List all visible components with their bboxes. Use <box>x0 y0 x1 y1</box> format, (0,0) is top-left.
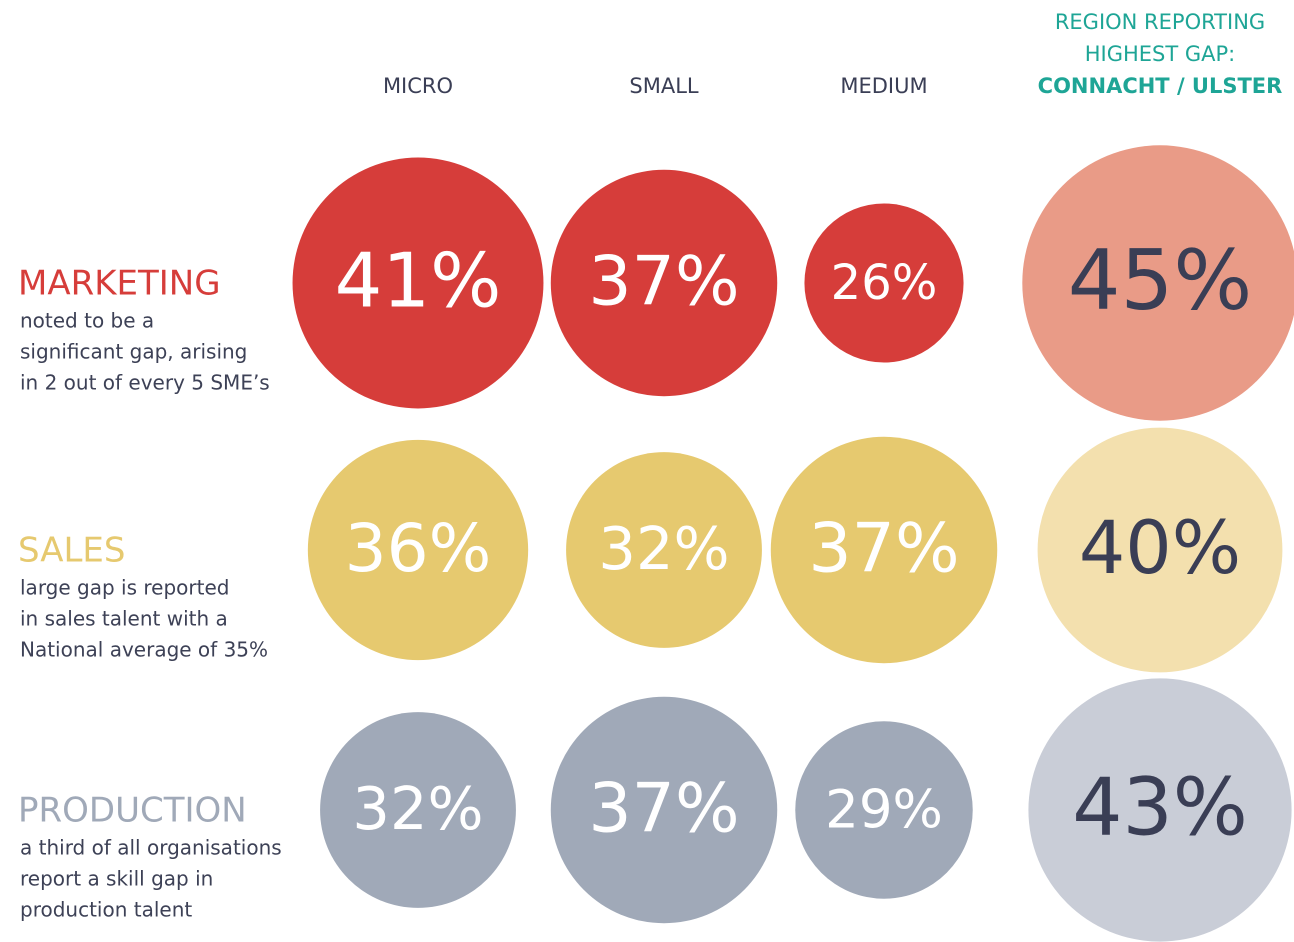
row-name: SALES <box>18 531 125 571</box>
row-description: report a skill gap in <box>20 867 213 891</box>
region-heading: REGION REPORTING <box>1055 10 1265 34</box>
row-description: in sales talent with a <box>20 607 228 631</box>
bubble <box>320 712 516 908</box>
row-name: PRODUCTION <box>18 791 247 831</box>
region-name: CONNACHT / ULSTER <box>1038 74 1283 98</box>
bubble-label: 37% <box>588 243 739 322</box>
bubble <box>550 169 778 397</box>
bubble-label: 43% <box>1072 761 1248 853</box>
column-header: MICRO <box>383 74 453 98</box>
bubble-label: 40% <box>1079 506 1241 591</box>
row-name: MARKETING <box>18 264 221 304</box>
bubble-label: 45% <box>1068 232 1252 329</box>
bubble-label: 32% <box>598 514 729 583</box>
bubble <box>550 696 778 924</box>
row-description: large gap is reported <box>20 576 229 600</box>
bubble <box>795 721 973 899</box>
bubble <box>1022 145 1294 421</box>
region-heading: HIGHEST GAP: <box>1085 42 1236 66</box>
column-header: MEDIUM <box>840 74 927 98</box>
row-description: a third of all organisations <box>20 836 282 860</box>
bubble-label: 32% <box>352 774 483 843</box>
bubble <box>804 203 964 363</box>
bubble <box>307 439 529 661</box>
row-description: noted to be a <box>20 309 154 333</box>
column-header: SMALL <box>629 74 699 98</box>
bubble <box>292 157 544 409</box>
bubble <box>566 452 762 648</box>
bubble-label: 26% <box>831 255 938 311</box>
bubble <box>1028 678 1292 942</box>
bubble <box>770 436 998 664</box>
bubble-label: 36% <box>345 510 492 587</box>
row-description: significant gap, arising <box>20 340 247 364</box>
row-description: National average of 35% <box>20 638 268 662</box>
bubble-label: 37% <box>808 510 959 589</box>
bubble-label: 37% <box>588 770 739 849</box>
row-description: in 2 out of every 5 SME’s <box>20 371 270 395</box>
bubble-label: 29% <box>825 780 943 841</box>
bubble <box>1037 427 1283 673</box>
row-description: production talent <box>20 898 192 922</box>
bubble-label: 41% <box>335 237 502 325</box>
